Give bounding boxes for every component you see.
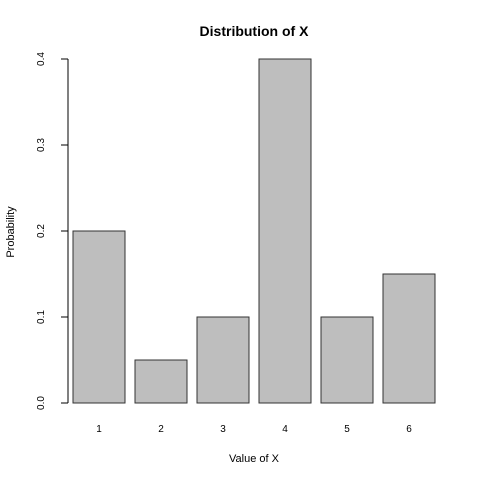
x-tick-labels: 1 2 3 4 5 6 <box>96 424 412 435</box>
y-tick-label-0.3: 0.3 <box>36 138 47 152</box>
bar-2 <box>134 359 188 404</box>
bar-6 <box>382 273 436 404</box>
bars <box>72 58 436 404</box>
x-tick-label-4: 4 <box>282 424 288 435</box>
y-tick-label-0.1: 0.1 <box>36 310 47 324</box>
bar-3 <box>196 316 250 404</box>
x-axis-label: Value of X <box>229 453 280 465</box>
y-tick-label-0.2: 0.2 <box>36 224 47 238</box>
x-tick-label-2: 2 <box>158 424 164 435</box>
bar-5 <box>320 316 374 404</box>
y-tick-label-0.4: 0.4 <box>36 52 47 66</box>
bar-1 <box>72 230 126 404</box>
chart-title: Distribution of X <box>200 23 310 39</box>
y-tick-label-0.0: 0.0 <box>36 396 47 410</box>
x-tick-label-5: 5 <box>344 424 350 435</box>
x-tick-label-6: 6 <box>406 424 412 435</box>
bar-4 <box>258 58 312 404</box>
y-axis-label: Probability <box>5 206 17 258</box>
x-tick-label-3: 3 <box>220 424 226 435</box>
x-tick-label-1: 1 <box>96 424 102 435</box>
y-axis: 0.0 0.1 0.2 0.3 0.4 <box>36 52 69 410</box>
